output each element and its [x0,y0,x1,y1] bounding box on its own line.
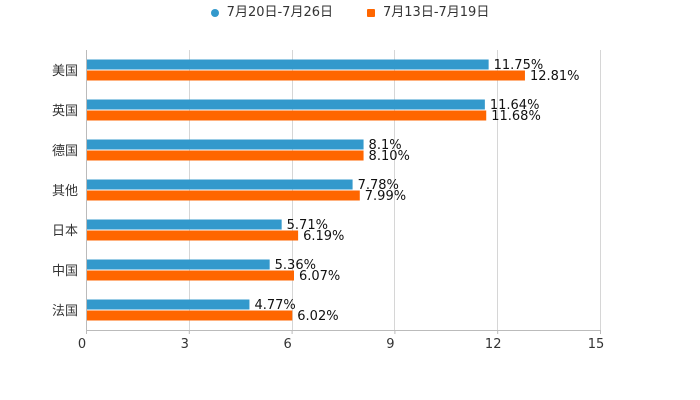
category-label-1: 英国 [52,104,78,119]
bar-series-1-1 [87,99,485,110]
data-label-series-2-2: 8.10% [369,149,410,164]
bar-series-1-5 [87,259,270,270]
legend-label-series-1: 7月20日-7月26日 [226,5,333,20]
bar-series-2-6 [87,310,293,321]
category-label-4: 日本 [52,224,78,239]
legend-marker-series-2 [367,9,375,17]
category-label-6: 法国 [52,304,78,319]
legend-item-series-1[interactable]: 7月20日-7月26日 [210,4,333,22]
data-label-series-1-6: 4.77% [254,298,295,313]
data-label-series-2-1: 11.68% [491,109,541,124]
legend-label-series-2: 7月13日-7月19日 [383,5,490,20]
data-label-series-2-5: 6.07% [299,269,340,284]
data-label-series-2-6: 6.02% [297,309,338,324]
x-tick-label-12: 12 [485,337,502,352]
legend-item-series-2[interactable]: 7月13日-7月19日 [367,4,489,22]
bar-series-1-0 [87,59,489,70]
bar-series-1-3 [87,179,353,190]
data-label-series-1-1: 11.64% [490,98,540,113]
bar-series-1-6 [87,299,250,310]
x-tick-label-3: 3 [181,337,189,352]
bar-series-2-3 [87,190,360,201]
data-label-series-1-3: 7.78% [358,178,399,193]
bar-series-2-5 [87,270,294,281]
bar-series-1-4 [87,219,282,230]
bar-series-2-1 [87,110,487,121]
x-tick-label-6: 6 [283,337,291,352]
bar-series-2-2 [87,150,364,161]
data-label-series-2-0: 12.81% [530,69,580,84]
bar-series-1-2 [87,139,364,150]
bar-series-2-0 [87,70,525,81]
legend-marker-series-1 [210,9,219,17]
category-label-3: 其他 [52,184,78,199]
data-label-series-2-4: 6.19% [303,229,344,244]
legend: 7月20日-7月26日 7月13日-7月19日 [0,4,700,22]
data-label-series-2-3: 7.99% [365,189,406,204]
data-label-series-1-2: 8.1% [369,138,402,153]
x-tick-label-9: 9 [386,337,394,352]
bar-series-2-4 [87,230,299,241]
category-label-0: 美国 [52,64,78,79]
data-label-series-1-0: 11.75% [494,58,544,73]
category-label-2: 德国 [52,144,78,159]
x-tick-label-15: 15 [588,337,605,352]
x-tick-label-0: 0 [78,337,86,352]
data-label-series-1-4: 5.71% [287,218,328,233]
category-label-5: 中国 [52,264,78,279]
data-label-series-1-5: 5.36% [275,258,316,273]
